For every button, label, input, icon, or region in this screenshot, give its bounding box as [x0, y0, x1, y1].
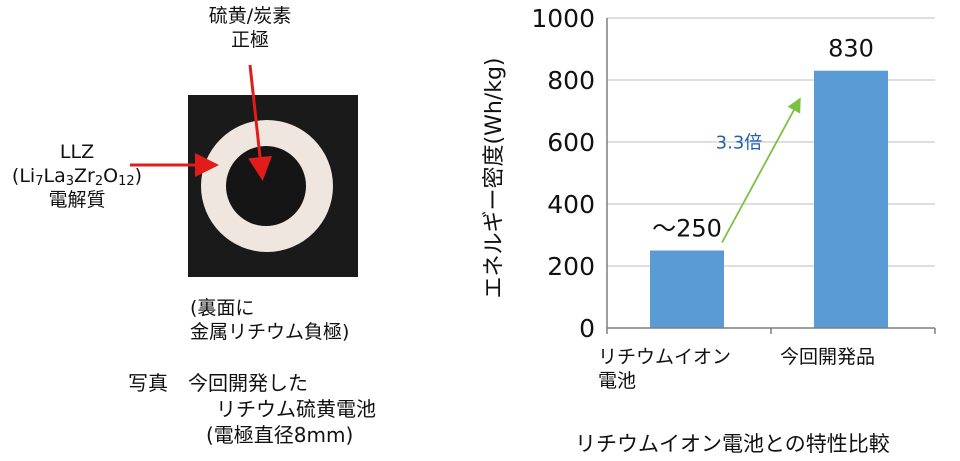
y-tick-label-4: 800 — [547, 66, 595, 95]
y-tick-label-1: 200 — [547, 252, 595, 281]
ratio-annotation: 3.3倍 — [716, 97, 801, 243]
x-label-0: リチウムイオン 電池 — [598, 346, 732, 392]
ratio-arrow — [721, 97, 801, 243]
y-tick-label-0: 0 — [579, 314, 595, 343]
y-axis-label: エネルギー密度(Wh/kg) — [482, 57, 507, 299]
electrolyte-label: LLZ (Li7La3Zr2O12) 電解質 — [2, 140, 152, 212]
y-axis-label-box: エネルギー密度(Wh/kg) — [472, 18, 512, 338]
y-tick-label-2: 400 — [547, 190, 595, 219]
data-labels: ～250 830 — [652, 35, 874, 243]
cathode-disc — [226, 146, 306, 226]
cathode-arrow — [248, 64, 272, 181]
data-label-1: 830 — [828, 35, 874, 63]
bars — [650, 70, 888, 328]
x-label-1: 今回開発品 — [780, 346, 876, 368]
electrolyte-formula: (Li7La3Zr2O12) — [11, 165, 143, 189]
ratio-annotation-label: 3.3倍 — [716, 133, 763, 154]
y-tick-label-3: 600 — [547, 128, 595, 157]
bar-0 — [650, 250, 724, 328]
y-tick-labels: 0 200 400 600 800 1000 — [531, 4, 595, 343]
data-label-0: ～250 — [652, 215, 722, 243]
y-tick-label-5: 1000 — [531, 4, 595, 33]
axes — [606, 18, 936, 334]
photo-caption: 写真 今回開発した リチウム硫黄電池 (電極直径8mm) — [128, 371, 376, 447]
cathode-label: 硫黄/炭素 正極 — [208, 5, 292, 51]
back-side-note: (裏面に 金属リチウム負極) — [190, 297, 350, 343]
chart-caption: リチウムイオン電池との特性比較 — [575, 432, 890, 456]
bar-1 — [814, 70, 888, 328]
